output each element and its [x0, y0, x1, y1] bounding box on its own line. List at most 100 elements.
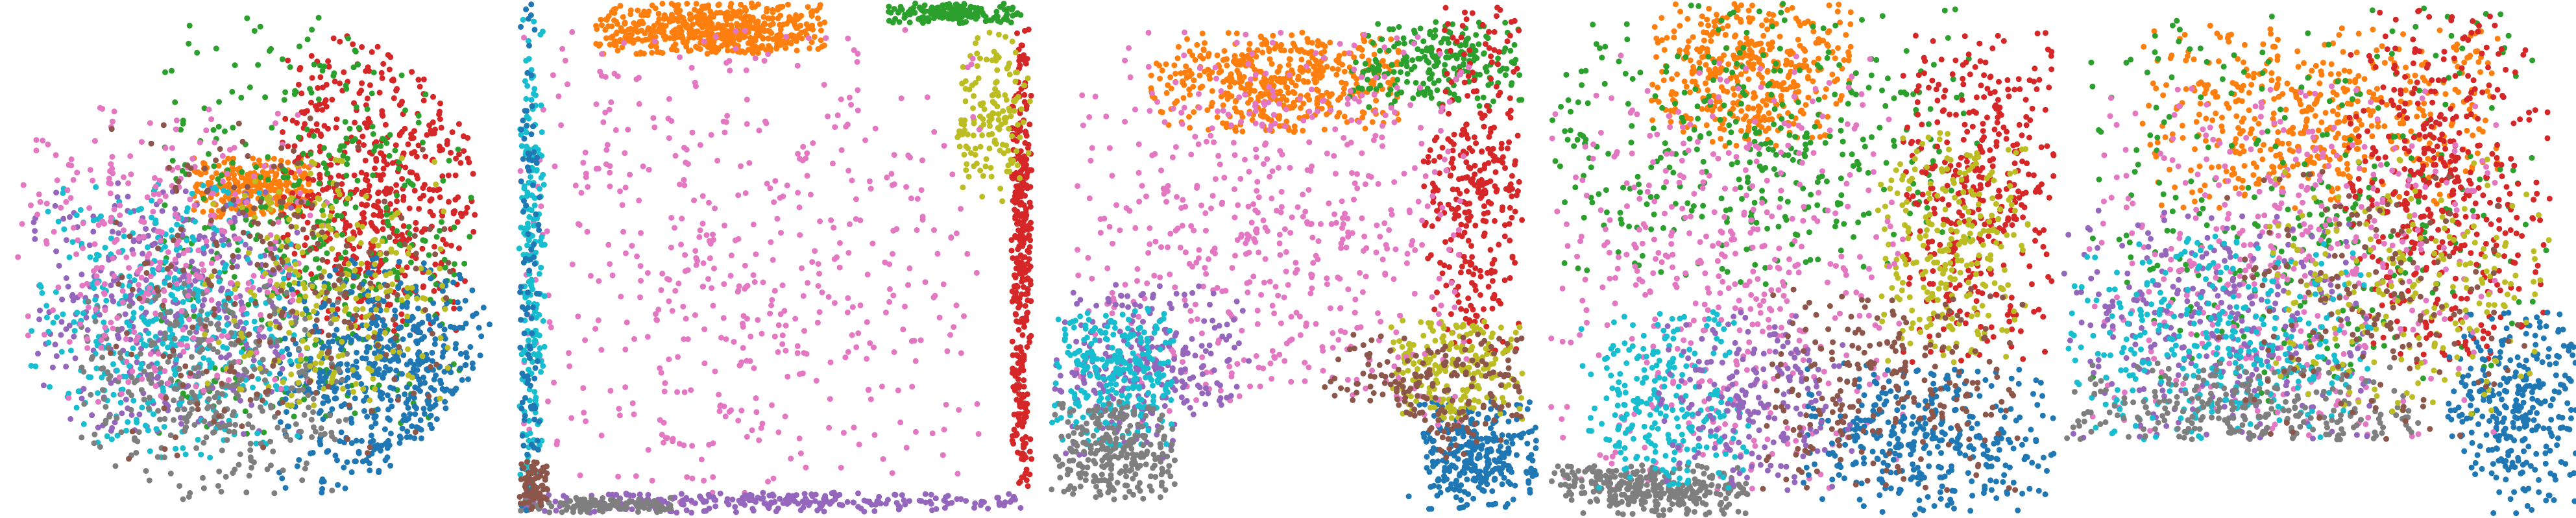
- scatter-point: [158, 380, 165, 386]
- scatter-point: [1021, 235, 1027, 241]
- scatter-point: [626, 38, 633, 44]
- scatter-point: [367, 439, 374, 445]
- scatter-point: [295, 271, 302, 278]
- scatter-point: [152, 175, 158, 181]
- scatter-point: [408, 131, 415, 138]
- scatter-point: [1015, 227, 1022, 234]
- scatter-point: [144, 194, 151, 201]
- scatter-point: [224, 437, 230, 443]
- scatter-point: [472, 212, 478, 218]
- scatter-point: [983, 156, 990, 162]
- scatter-point: [37, 199, 43, 205]
- scatter-point: [130, 397, 137, 404]
- scatter-point: [621, 40, 627, 46]
- scatter-point: [66, 254, 73, 260]
- scatter-point: [414, 340, 420, 347]
- scatter-point: [343, 243, 350, 249]
- scatter-point: [131, 437, 138, 443]
- scatter-point: [326, 297, 332, 304]
- scatter-point: [84, 336, 90, 342]
- scatter-point: [816, 271, 822, 277]
- scatter-point: [186, 40, 192, 47]
- scatter-point: [750, 221, 757, 228]
- scatter-point: [330, 35, 337, 42]
- scatter-point: [162, 258, 169, 265]
- scatter-point: [582, 149, 589, 156]
- scatter-point: [668, 12, 675, 18]
- scatter-point: [240, 431, 247, 438]
- scatter-point: [1004, 17, 1010, 23]
- scatter-point: [348, 415, 354, 422]
- scatter-point: [355, 144, 361, 150]
- scatter-point: [363, 322, 370, 328]
- scatter-point: [465, 376, 471, 382]
- scatter-point: [255, 376, 261, 382]
- scatter-point: [135, 334, 141, 340]
- scatter-point: [405, 141, 411, 147]
- scatter-point: [1027, 121, 1033, 128]
- scatter-point: [374, 355, 380, 362]
- scatter-point: [417, 417, 424, 423]
- scatter-point: [868, 186, 874, 192]
- scatter-point: [108, 428, 114, 434]
- scatter-point: [269, 180, 276, 186]
- scatter-point: [237, 451, 243, 458]
- scatter-point: [230, 253, 236, 259]
- scatter-point: [765, 478, 771, 485]
- scatter-point: [368, 432, 374, 439]
- scatter-point: [614, 29, 620, 36]
- scatter-point: [254, 430, 261, 437]
- scatter-point: [615, 473, 622, 480]
- scatter-point: [580, 385, 587, 391]
- scatter-point: [459, 376, 465, 383]
- scatter-point: [236, 120, 242, 127]
- scatter-point: [646, 8, 652, 15]
- scatter-point: [231, 171, 237, 178]
- scatter-point: [256, 181, 262, 188]
- scatter-point: [247, 233, 253, 240]
- scatter-point: [292, 175, 298, 180]
- scatter-point: [360, 386, 367, 392]
- scatter-point: [463, 210, 469, 216]
- scatter-point: [304, 345, 310, 351]
- scatter-point: [84, 327, 91, 333]
- scatter-point: [1003, 97, 1010, 103]
- scatter-point: [426, 393, 432, 399]
- scatter-point: [1014, 221, 1020, 227]
- scatter-point: [162, 69, 168, 75]
- scatter-point: [1019, 221, 1025, 227]
- scatter-point: [154, 375, 161, 381]
- scatter-point: [997, 19, 1004, 25]
- scatter-point: [390, 356, 396, 362]
- scatter-point: [1027, 184, 1034, 190]
- scatter-point: [459, 213, 465, 219]
- scatter-point: [1015, 121, 1021, 128]
- scatter-point: [293, 89, 299, 95]
- scatter-point: [262, 94, 269, 101]
- scatter-point: [611, 10, 618, 16]
- scatter-point: [727, 3, 734, 10]
- scatter-point: [412, 411, 419, 417]
- scatter-point: [404, 264, 410, 271]
- scatter-point: [399, 176, 406, 182]
- scatter-point: [288, 286, 295, 293]
- scatter-point: [271, 357, 278, 364]
- scatter-point: [448, 149, 454, 156]
- scatter-point: [799, 265, 805, 271]
- scatter-point: [280, 379, 286, 386]
- scatter-point: [184, 343, 190, 349]
- scatter-point: [58, 319, 65, 325]
- scatter-point: [93, 256, 99, 263]
- scatter-point: [142, 423, 149, 429]
- scatter-point: [411, 390, 417, 397]
- scatter-point: [457, 351, 464, 357]
- scatter-point: [396, 258, 402, 265]
- scatter-point: [775, 349, 781, 355]
- scatter-point: [383, 440, 389, 447]
- scatter-point: [178, 373, 184, 379]
- scatter-point: [195, 364, 202, 370]
- scatter-point: [148, 371, 154, 378]
- scatter-point: [605, 23, 611, 29]
- scatter-point: [345, 436, 351, 442]
- scatter-point: [28, 363, 34, 369]
